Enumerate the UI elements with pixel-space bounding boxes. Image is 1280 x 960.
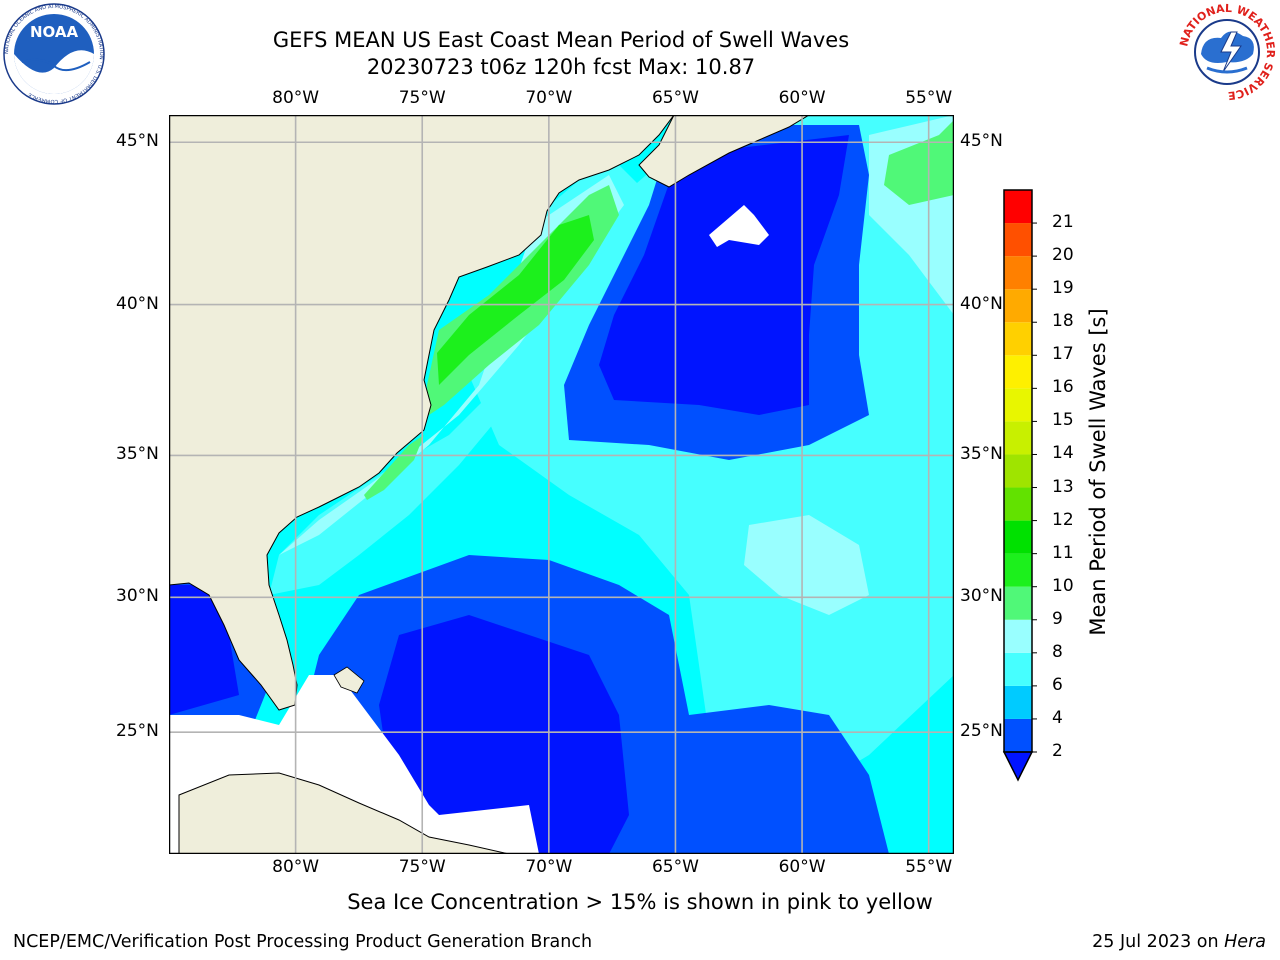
colorbar-tick-label: 21 [1052, 212, 1074, 233]
lat-tick-label-right: 35°N [960, 444, 1003, 465]
swell-period-map [169, 115, 954, 854]
colorbar-tick-label: 8 [1052, 641, 1063, 662]
colorbar-tick-label: 19 [1052, 278, 1074, 299]
lat-tick-label-right: 45°N [960, 131, 1003, 152]
colorbar-box [1004, 487, 1032, 521]
colorbar-box [1004, 718, 1032, 752]
colorbar-tick-label: 11 [1052, 542, 1074, 563]
colorbar-tick-label: 4 [1052, 707, 1063, 728]
colorbar-tick-label: 12 [1052, 509, 1074, 530]
colorbar-tick-label: 9 [1052, 608, 1063, 629]
lon-tick-label-bottom: 75°W [398, 857, 446, 877]
colorbar-box [1004, 520, 1032, 554]
lon-tick-label-bottom: 55°W [905, 857, 953, 877]
colorbar-tick-label: 10 [1052, 575, 1074, 596]
colorbar-box [1004, 289, 1032, 323]
colorbar [1002, 189, 1037, 782]
colorbar-tick-label: 14 [1052, 443, 1074, 464]
lat-tick-label-left: 30°N [116, 586, 159, 607]
lon-tick-label-top: 70°W [525, 88, 573, 108]
colorbar-box [1004, 619, 1032, 653]
colorbar-tick-label: 2 [1052, 741, 1063, 761]
colorbar-box [1004, 190, 1032, 224]
field-under-2s-south [379, 615, 629, 854]
colorbar-box [1004, 322, 1032, 356]
footer-date-text: 25 Jul 2023 on [1092, 932, 1225, 952]
lon-tick-label-top: 75°W [398, 88, 446, 108]
land-nova-scotia [638, 115, 810, 188]
colorbar-tick-label: 18 [1052, 311, 1074, 332]
colorbar-box [1004, 388, 1032, 422]
lat-tick-label-left: 45°N [116, 131, 159, 152]
colorbar-box [1004, 355, 1032, 389]
sea-ice-note: Sea Ice Concentration > 15% is shown in … [347, 890, 933, 914]
field-10-11s [437, 215, 594, 385]
field-2-4s-southeast [689, 705, 889, 854]
colorbar-box [1004, 223, 1032, 257]
lat-tick-label-right: 40°N [960, 293, 1003, 314]
lon-tick-label-top: 65°W [651, 88, 699, 108]
field-9-10s-carolina [364, 435, 424, 500]
footer-date: 25 Jul 2023 on Hera [1092, 932, 1266, 952]
map-frame [169, 115, 954, 854]
lat-tick-label-left: 25°N [116, 721, 159, 742]
land-cuba [178, 772, 510, 854]
svg-text:NOAA: NOAA [30, 23, 79, 41]
lat-tick-label-right: 25°N [960, 721, 1003, 742]
colorbar-box [1004, 685, 1032, 719]
lon-tick-label-bottom: 70°W [525, 857, 573, 877]
lon-tick-label-bottom: 65°W [651, 857, 699, 877]
page-subtitle: 20230723 t06z 120h fcst Max: 10.87 [366, 55, 756, 79]
colorbar-box [1004, 553, 1032, 587]
colorbar-tick-label: 6 [1052, 674, 1063, 695]
nodata-patch-north [709, 205, 769, 247]
colorbar-tick-label: 15 [1052, 410, 1074, 431]
lon-tick-label-top: 80°W [272, 88, 320, 108]
lat-tick-label-right: 30°N [960, 586, 1003, 607]
page-title: GEFS MEAN US East Coast Mean Period of S… [272, 28, 850, 52]
colorbar-outline [1003, 189, 1033, 753]
colorbar-tick-label: 13 [1052, 476, 1074, 497]
colorbar-under-triangle [1002, 751, 1034, 782]
colorbar-box [1004, 652, 1032, 686]
nws-logo: NATIONAL WEATHER SERVICE [1177, 2, 1277, 102]
colorbar-box [1004, 586, 1032, 620]
colorbar-box [1004, 256, 1032, 290]
field-under-2s-north [599, 135, 849, 415]
land-bahamas [333, 666, 365, 694]
lon-tick-label-bottom: 80°W [272, 857, 320, 877]
lat-tick-label-left: 35°N [116, 444, 159, 465]
colorbar-tick-label: 20 [1052, 245, 1074, 266]
lon-tick-label-bottom: 60°W [778, 857, 826, 877]
footer-machine: Hera [1224, 932, 1266, 952]
lat-tick-label-left: 40°N [116, 293, 159, 314]
footer-left: NCEP/EMC/Verification Post Processing Pr… [13, 932, 593, 952]
colorbar-tick-label: 17 [1052, 344, 1074, 365]
noaa-logo: NOAA NATIONAL OCEANIC AND ATMOSPHERIC AD… [3, 3, 105, 105]
colorbar-box [1004, 421, 1032, 455]
lon-tick-label-top: 55°W [905, 88, 953, 108]
map-gridlines [169, 115, 954, 854]
colorbar-box [1004, 454, 1032, 488]
field-9-10s-northeast [884, 120, 954, 205]
field-8-9s-mid [744, 515, 869, 615]
colorbar-tick-label: 16 [1052, 377, 1074, 398]
lon-tick-label-top: 60°W [778, 88, 826, 108]
